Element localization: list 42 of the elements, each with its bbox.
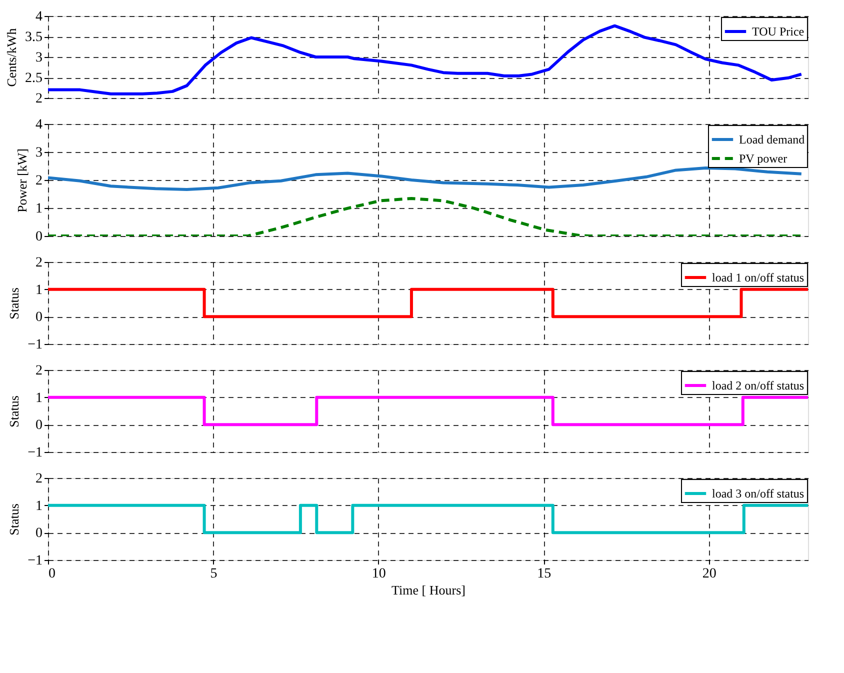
y-tick-label: 0 (36, 310, 42, 326)
line-series (48, 24, 803, 96)
y-tick-label: 2 (36, 92, 42, 106)
x-tick-label: 20 (702, 566, 716, 582)
y-axis-title: Power [kW] (14, 148, 30, 212)
legend-label: load 1 on/off status (712, 270, 804, 284)
y-tick-label: 2 (36, 174, 42, 188)
x-tick-label: 10 (372, 566, 386, 582)
y-tick-label: 0 (36, 526, 42, 542)
y-tick-label: 0 (36, 230, 42, 244)
y-tick-label: 3 (36, 50, 42, 66)
x-tick-label: 0 (48, 566, 56, 582)
y-axis-title: Cents/kWh (4, 28, 19, 87)
line-series (48, 196, 803, 236)
legend-label: PV power (739, 152, 788, 166)
legend-label: Load demand (739, 132, 805, 146)
legend-label: load 2 on/off status (712, 378, 804, 392)
y-axis-title: Status (6, 504, 22, 536)
y-tick-label: 4 (36, 10, 42, 24)
y-tick-label: 4 (36, 118, 42, 132)
y-tick-label: 2 (36, 364, 42, 378)
y-tick-label: 2.5 (25, 71, 42, 86)
line-series (48, 166, 803, 192)
y-tick-label: 1 (36, 390, 42, 406)
y-tick-label: 2 (36, 472, 42, 486)
y-tick-label: 1 (36, 498, 42, 514)
legend-label: TOU Price (752, 24, 804, 38)
y-tick-label: −1 (28, 554, 42, 568)
y-tick-label: 3.5 (25, 30, 42, 45)
y-axis-title: Status (6, 288, 22, 320)
y-tick-label: 0 (36, 418, 42, 434)
y-tick-label: 3 (36, 146, 42, 160)
y-tick-label: 1 (36, 282, 42, 298)
y-tick-label: −1 (28, 446, 42, 460)
x-axis-title: Time [ Hours] (392, 582, 466, 598)
legend-label: load 3 on/off status (712, 486, 804, 500)
x-tick-label: 15 (537, 566, 552, 582)
y-axis-title: Status (6, 396, 22, 428)
y-tick-label: 1 (36, 202, 42, 216)
x-tick-label: 5 (210, 566, 218, 582)
y-tick-label: −1 (28, 338, 42, 352)
y-tick-label: 2 (36, 256, 42, 270)
